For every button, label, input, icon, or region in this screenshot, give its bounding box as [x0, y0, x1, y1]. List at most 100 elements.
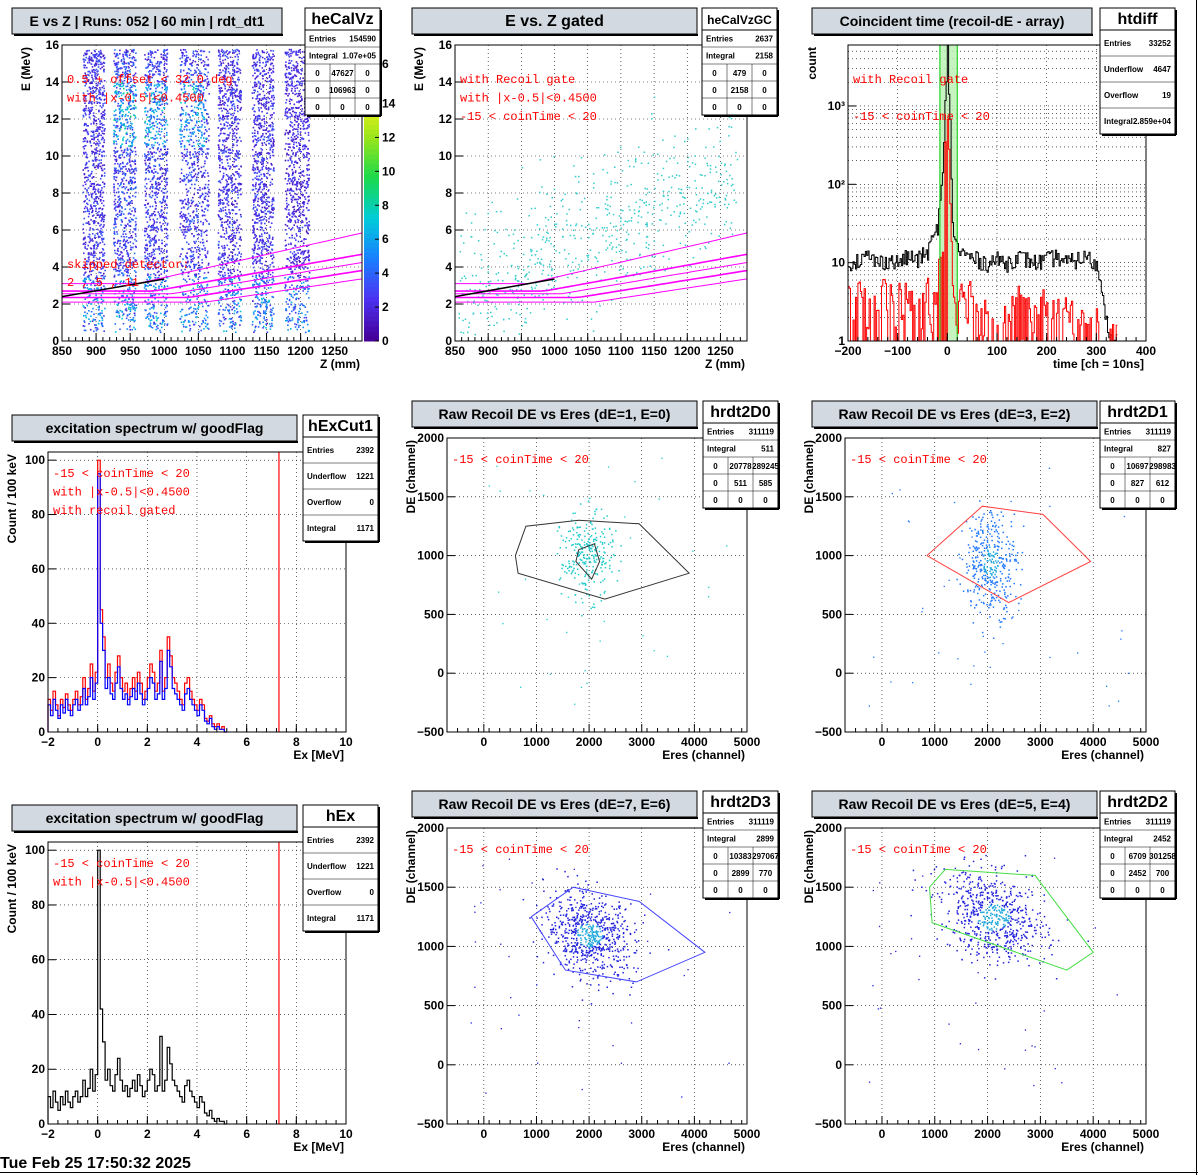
heatmap-cell	[165, 159, 168, 162]
heatmap-cell	[103, 285, 105, 287]
heatmap-cell	[89, 111, 91, 114]
heatmap-cell	[134, 260, 137, 262]
heatmap-cell	[97, 138, 99, 141]
heatmap-cell	[265, 303, 268, 305]
heatmap-cell	[92, 229, 95, 231]
heatmap-cell	[122, 57, 125, 59]
heatmap-cell	[222, 69, 224, 72]
heatmap-cell	[144, 230, 146, 232]
heatmap-cell	[100, 126, 102, 128]
heatmap-cell	[147, 71, 150, 73]
heatmap-cell	[237, 95, 239, 98]
heatmap-cell	[154, 276, 156, 279]
heatmap-cell	[229, 238, 232, 241]
heatmap-cell	[201, 112, 203, 114]
heatmap-cell	[128, 231, 131, 233]
heatmap-cell	[194, 227, 196, 230]
heatmap-cell	[95, 265, 98, 268]
heatmap-cell	[115, 170, 117, 172]
heatmap-cell	[154, 297, 156, 300]
heatmap-cell	[82, 138, 85, 140]
heatmap-cell	[113, 110, 116, 113]
heatmap-cell	[200, 329, 202, 332]
heatmap-cell	[269, 273, 272, 276]
heatmap-cell	[257, 160, 260, 163]
heatmap-cell	[272, 151, 274, 154]
heatmap-cell	[264, 97, 266, 100]
heatmap-cell	[222, 95, 224, 98]
heatmap-cell	[155, 170, 157, 173]
heatmap-cell	[192, 153, 194, 156]
heatmap-cell	[152, 186, 154, 188]
heatmap-cell	[95, 197, 97, 200]
heatmap-cell	[218, 120, 221, 122]
heatmap-cell	[124, 108, 127, 111]
heatmap-cell	[159, 265, 162, 267]
heatmap-cell	[197, 158, 200, 161]
heatmap-cell	[240, 106, 243, 109]
heatmap-cell	[88, 102, 90, 104]
heatmap-cell	[201, 215, 204, 217]
heatmap-cell	[100, 80, 103, 82]
heatmap-cell	[252, 166, 254, 168]
heatmap-cell	[103, 124, 105, 126]
heatmap-cell	[149, 131, 152, 134]
heatmap-cell	[184, 228, 186, 231]
heatmap-cell	[129, 164, 132, 166]
heatmap-cell	[96, 102, 99, 104]
heatmap-cell	[187, 212, 190, 215]
heatmap-cell	[232, 69, 234, 72]
heatmap-cell	[220, 132, 222, 135]
heatmap-cell	[185, 217, 187, 220]
heatmap-cell	[239, 271, 241, 273]
heatmap-cell	[227, 194, 229, 196]
heatmap-cell	[187, 203, 189, 206]
heatmap-cell	[126, 108, 128, 111]
heatmap-cell	[113, 135, 115, 138]
heatmap-cell	[153, 243, 155, 246]
heatmap-cell	[187, 261, 189, 264]
heatmap-cell	[85, 76, 87, 78]
heatmap-cell	[229, 306, 232, 308]
heatmap-cell	[230, 181, 233, 184]
heatmap-cell	[239, 109, 242, 111]
heatmap-cell	[88, 70, 91, 73]
heatmap-cell	[126, 155, 128, 157]
heatmap-cell	[119, 264, 122, 266]
heatmap-cell	[195, 275, 197, 277]
heatmap-cell	[258, 87, 261, 89]
heatmap-cell	[120, 104, 122, 107]
heatmap-cell	[224, 260, 226, 262]
heatmap-cell	[218, 210, 221, 212]
heatmap-cell	[90, 101, 92, 104]
heatmap-cell	[84, 52, 86, 55]
heatmap-cell	[202, 86, 204, 88]
heatmap-cell	[149, 88, 151, 91]
heatmap-cell	[231, 256, 234, 258]
heatmap-cell	[155, 102, 158, 104]
heatmap-cell	[258, 109, 261, 111]
heatmap-cell	[124, 199, 126, 201]
heatmap-cell	[158, 178, 161, 181]
heatmap-cell	[182, 278, 185, 280]
heatmap-cell	[157, 300, 160, 302]
heatmap-cell	[96, 278, 98, 281]
heatmap-cell	[134, 287, 137, 290]
heatmap-cell	[113, 119, 115, 121]
heatmap-cell	[208, 135, 210, 137]
heatmap-cell	[147, 66, 149, 69]
heatmap-cell	[207, 71, 209, 74]
heatmap-cell	[180, 321, 183, 324]
heatmap-cell	[119, 269, 122, 271]
heatmap-cell	[270, 100, 272, 102]
heatmap-cell	[221, 51, 224, 54]
heatmap-cell	[230, 91, 233, 94]
heatmap-cell	[184, 235, 187, 237]
heatmap-cell	[269, 212, 271, 214]
heatmap-cell	[114, 92, 116, 94]
heatmap-cell	[254, 168, 257, 171]
heatmap-cell	[227, 275, 230, 277]
heatmap-cell	[165, 56, 168, 58]
heatmap-cell	[227, 57, 229, 59]
heatmap-cell	[164, 84, 167, 86]
